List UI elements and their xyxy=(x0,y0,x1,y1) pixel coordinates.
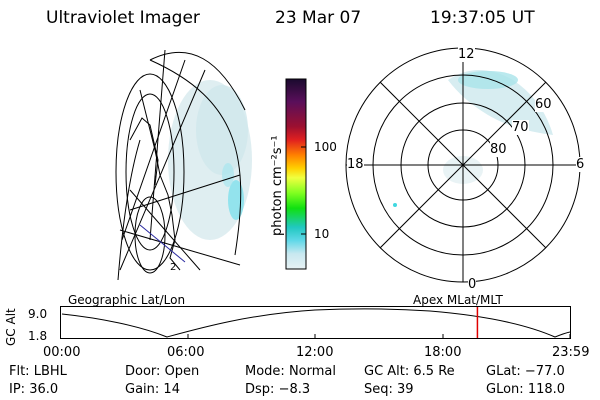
right-panel-label: Apex MLat/MLT xyxy=(413,293,503,307)
colorbar-tick-10: 10 xyxy=(314,227,330,241)
altitude-xtick: 18:00 xyxy=(424,345,462,360)
lat-label-60: 60 xyxy=(535,97,552,112)
altitude-xtick: 12:00 xyxy=(296,345,334,360)
mlt-label-0: 0 xyxy=(468,277,477,292)
colorbar-unit: photon cm⁻²s⁻¹ xyxy=(270,135,285,236)
status-gc-alt: GC Alt: 6.5 Re xyxy=(364,364,455,379)
mlt-label-12: 12 xyxy=(458,47,475,62)
altitude-curve xyxy=(61,308,571,338)
lat-label-70: 70 xyxy=(512,120,529,135)
polar-image xyxy=(345,47,581,283)
altitude-ytick-high: 9.0 xyxy=(28,307,48,321)
lon-line xyxy=(149,51,246,111)
status-dsp: Dsp: −8.3 xyxy=(245,382,311,397)
satellite-track xyxy=(139,224,186,263)
aurora-glow-right xyxy=(393,70,553,207)
mlt-label-6: 6 xyxy=(576,157,585,172)
status-glat: GLat: −77.0 xyxy=(486,364,565,379)
left-panel-label: Geographic Lat/Lon xyxy=(68,293,186,307)
altitude-xtick: 06:00 xyxy=(167,345,205,360)
status-ip: IP: 36.0 xyxy=(9,382,59,397)
status-flt: Flt: LBHL xyxy=(9,364,67,379)
altitude-xtick: 23:59 xyxy=(552,345,590,360)
coastline xyxy=(129,117,159,186)
lon-line xyxy=(149,49,166,241)
altitude-xtick: 00:00 xyxy=(43,345,81,360)
altitude-ytick-low: 1.8 xyxy=(28,329,48,343)
lon-line xyxy=(129,189,201,271)
lon-line xyxy=(117,139,141,281)
status-glon: GLon: 118.0 xyxy=(486,382,566,397)
coastline xyxy=(139,89,181,271)
date-label: 23 Mar 07 xyxy=(275,8,362,28)
lon-line xyxy=(149,59,242,256)
mlt-label-18: 18 xyxy=(347,157,364,172)
lon-line xyxy=(129,174,241,211)
status-seq: Seq: 39 xyxy=(364,382,414,397)
mlt-line xyxy=(379,81,547,249)
lon-line xyxy=(121,59,186,241)
status-door: Door: Open xyxy=(125,364,200,379)
lat-label-80: 80 xyxy=(490,142,507,157)
lon-line xyxy=(119,69,206,271)
altitude-plot xyxy=(60,306,571,339)
lat-ring xyxy=(115,73,185,271)
lat-ring xyxy=(125,93,175,251)
status-mode: Mode: Normal xyxy=(245,364,336,379)
altitude-ylabel: GC Alt xyxy=(4,308,18,346)
status-gain: Gain: 14 xyxy=(125,382,180,397)
colorbar-tick-100: 100 xyxy=(314,140,337,154)
map-marker-label: 2 xyxy=(170,262,176,273)
colorbar xyxy=(285,78,307,270)
time-label: 19:37:05 UT xyxy=(430,8,535,28)
aurora-glow-left xyxy=(168,80,252,240)
instrument-title: Ultraviolet Imager xyxy=(46,8,200,28)
